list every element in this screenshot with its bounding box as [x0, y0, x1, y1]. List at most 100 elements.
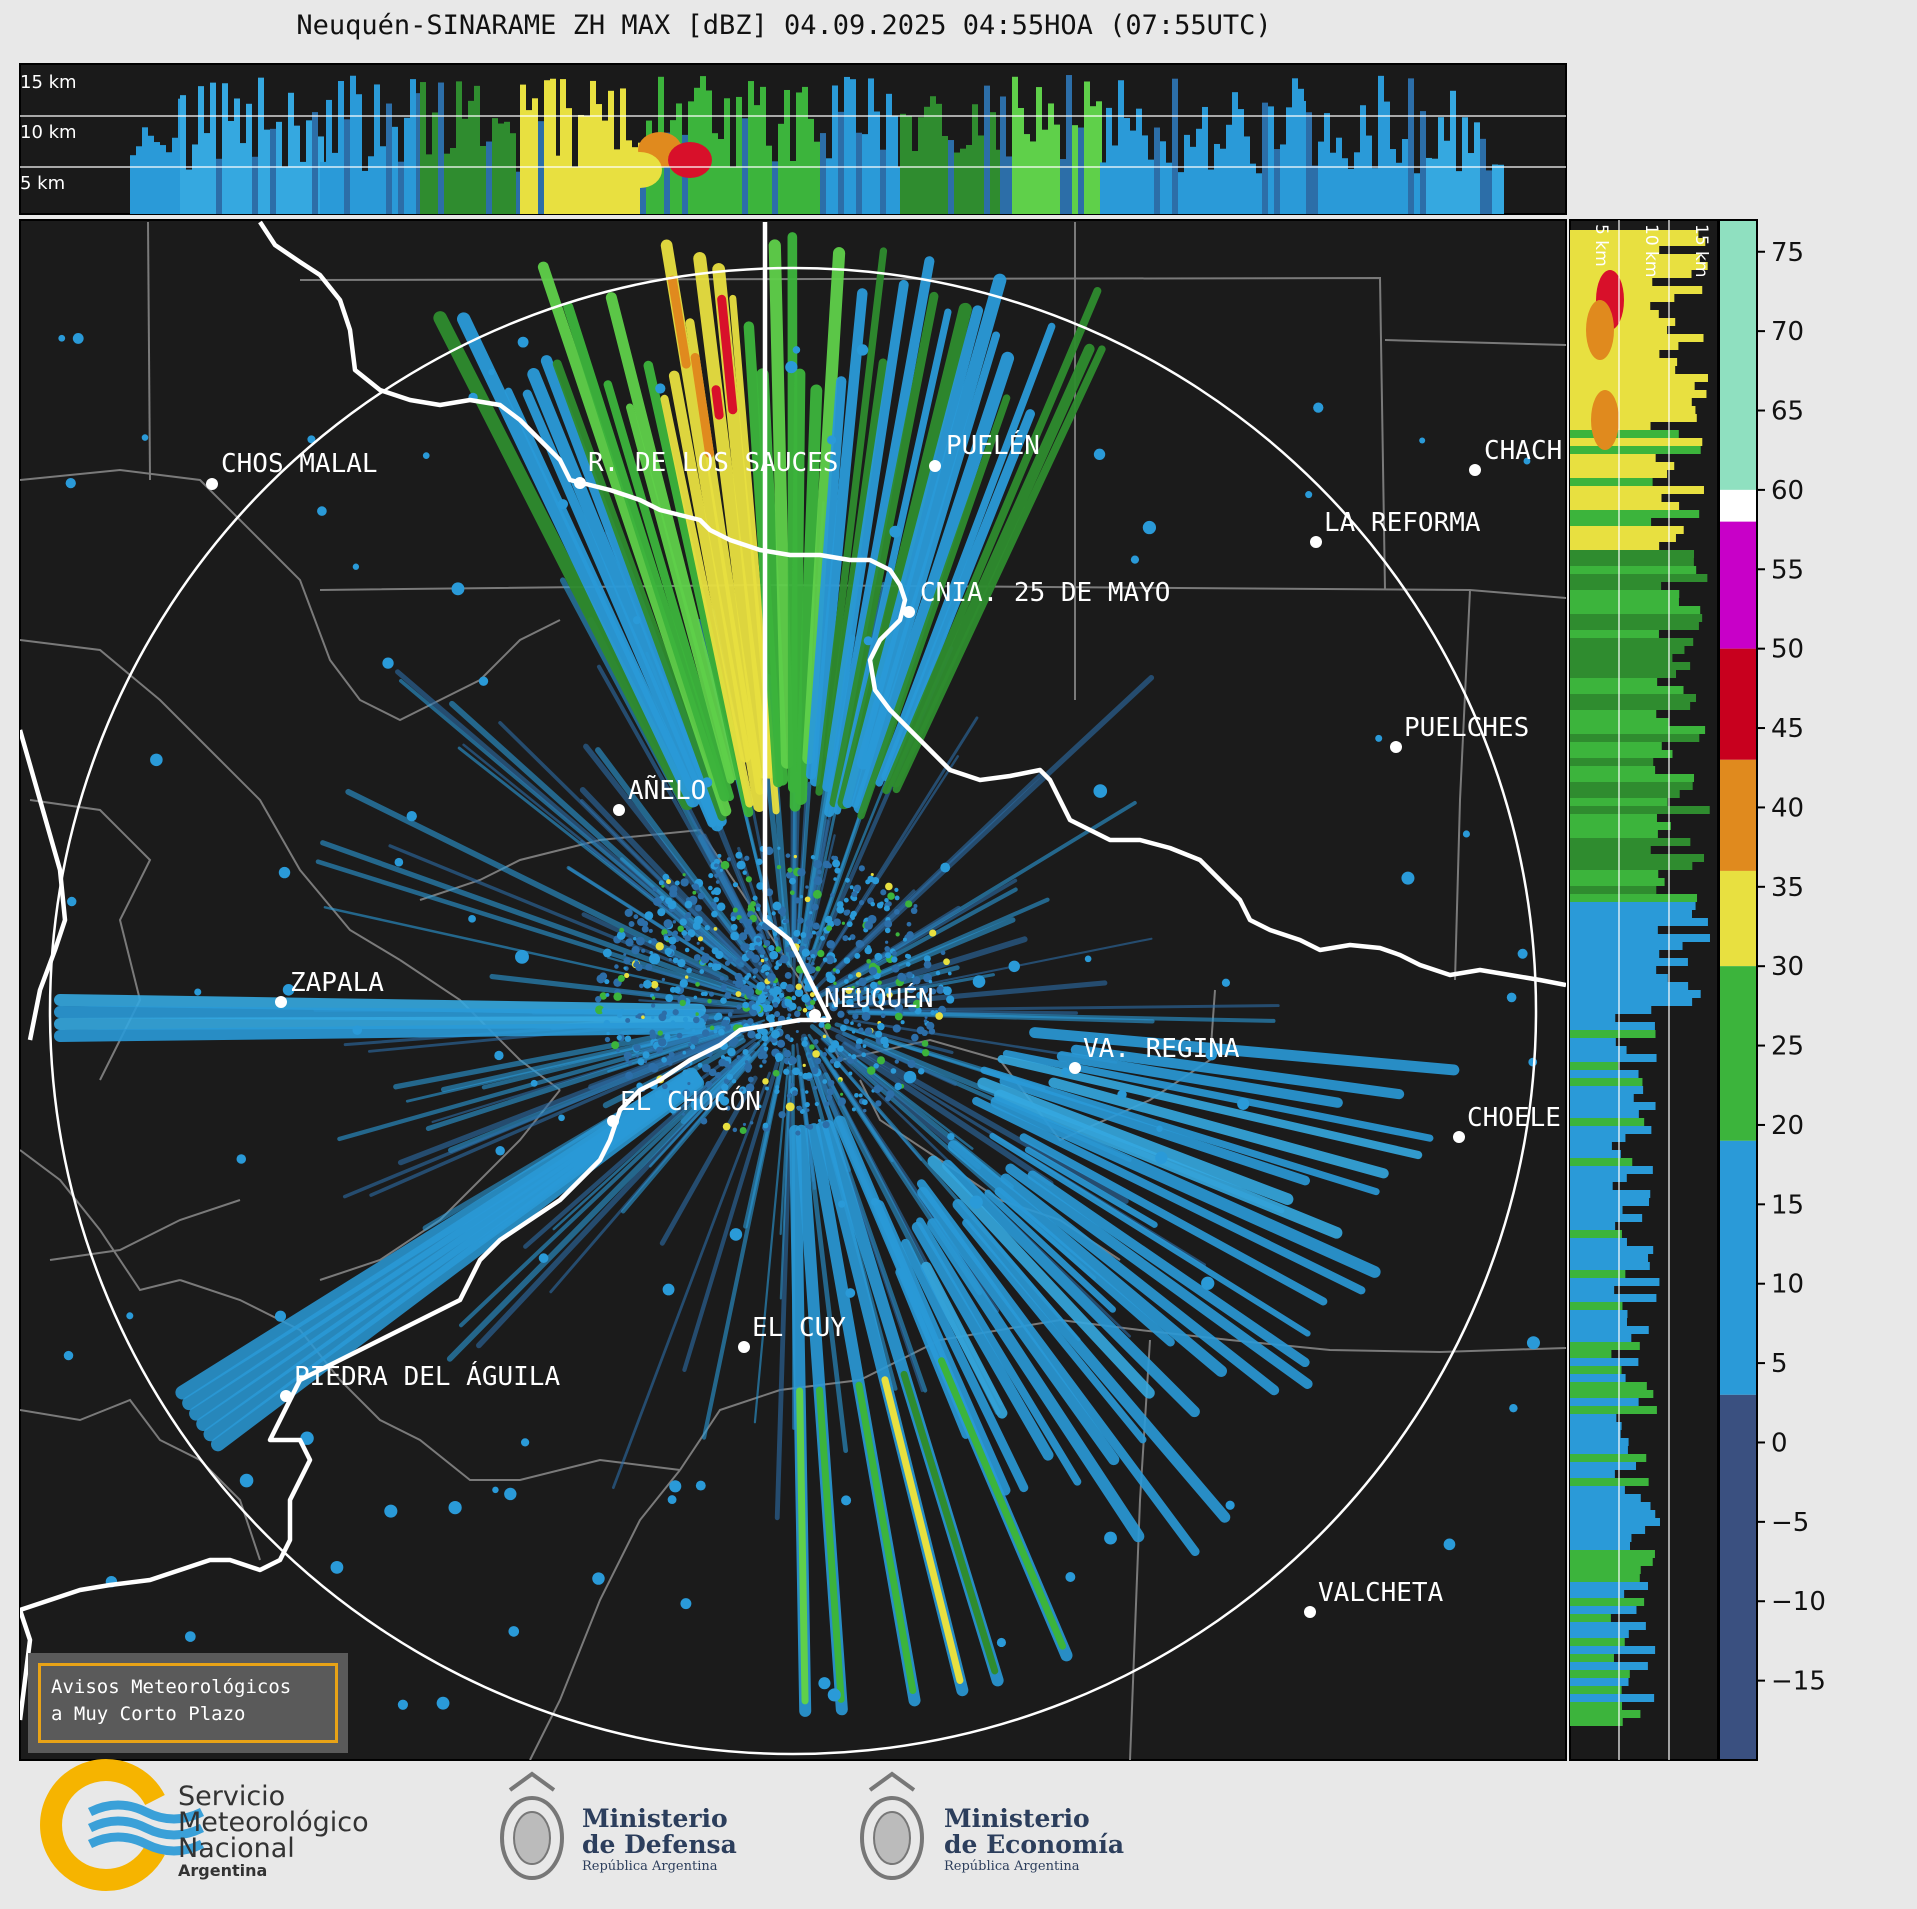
echo-cell — [717, 853, 722, 858]
echo-cell — [829, 991, 839, 1001]
echo-cell — [947, 1132, 955, 1141]
top-echo-column — [942, 135, 948, 214]
side-echo-row — [1570, 374, 1708, 382]
echo-ray — [848, 937, 1153, 1001]
echo-cell — [704, 925, 710, 931]
echo-cell — [857, 1023, 862, 1027]
side-echo-row — [1570, 622, 1699, 630]
echo-cell — [884, 987, 892, 994]
echo-cell — [858, 865, 865, 872]
echo-cell — [693, 954, 701, 962]
echo-ray — [882, 286, 1102, 795]
echo-cell — [735, 991, 742, 998]
echo-cell — [635, 1054, 639, 1058]
echo-cell — [744, 1060, 749, 1064]
smn-logo-text: Servicio Meteorológico Nacional Argentin… — [178, 1783, 369, 1880]
side-echo-row — [1570, 1550, 1655, 1558]
echo-cell — [126, 1312, 134, 1320]
city-label-villa-regina: VA. REGINA — [1083, 1034, 1240, 1064]
echo-cell — [72, 332, 84, 344]
city-dot-piedra-del-aguila — [280, 1390, 292, 1402]
top-echo-column — [584, 116, 590, 214]
echo-ray — [603, 380, 734, 802]
side-echo-row — [1570, 806, 1710, 814]
side-echo-row — [1570, 1006, 1652, 1014]
echo-cell — [873, 1085, 882, 1094]
echo-cell — [895, 932, 900, 937]
top-echo-column — [222, 83, 228, 214]
city-label-la-reforma: LA REFORMA — [1324, 508, 1481, 538]
side-echo-row — [1570, 1582, 1648, 1590]
top-echo-column — [1348, 168, 1354, 214]
top-echo-column — [1378, 75, 1384, 214]
top-echo-column — [1372, 168, 1378, 214]
echo-cell — [878, 999, 884, 1005]
top-echo-column — [456, 81, 462, 214]
echo-cell — [718, 1058, 727, 1067]
top-echo-column — [1072, 125, 1078, 214]
echo-cell — [652, 886, 658, 892]
echo-ray — [660, 394, 754, 808]
city-label-anelo: AÑELO — [628, 774, 706, 806]
side-echo-row — [1570, 614, 1703, 622]
echo-cell — [786, 1093, 792, 1099]
echo-cell — [827, 1079, 835, 1087]
notice-line-1: Avisos Meteorológicos — [51, 1676, 292, 1698]
echo-cell — [755, 1032, 762, 1040]
echo-cell — [827, 1688, 841, 1702]
echo-ray — [693, 252, 770, 779]
side-echo-row — [1570, 550, 1695, 558]
echo-cell — [756, 907, 761, 912]
side-echo-row — [1570, 1238, 1627, 1246]
echo-cell — [855, 993, 864, 1002]
echo-cell — [877, 1022, 885, 1031]
echo-cell — [827, 435, 837, 445]
echo-cell — [711, 890, 716, 895]
top-echo-column — [1084, 81, 1090, 214]
echo-cell — [876, 968, 882, 974]
echo-ray — [611, 1071, 771, 1490]
echo-cell — [669, 1480, 682, 1493]
top-echo-column — [924, 106, 930, 214]
echo-cell — [943, 958, 950, 966]
echo-cell — [825, 955, 835, 965]
echo-cell — [870, 872, 874, 877]
echo-cell — [645, 963, 653, 971]
echo-cell — [794, 897, 801, 904]
top-echo-column — [1274, 149, 1280, 214]
echo-cell — [851, 1054, 857, 1060]
echo-cell — [1221, 978, 1231, 987]
top-echo-column — [1054, 124, 1060, 214]
echo-cell — [803, 1036, 808, 1041]
echo-cell — [745, 1066, 752, 1073]
echo-cell — [752, 967, 759, 974]
top-echo-column — [960, 148, 966, 214]
top-echo-column — [954, 152, 960, 214]
top-echo-column — [172, 137, 178, 214]
side-echo-row — [1570, 1638, 1625, 1646]
echo-cell — [859, 899, 865, 906]
echo-cell — [766, 966, 771, 971]
echo-cell — [877, 993, 885, 1001]
echo-cell — [669, 1106, 677, 1114]
side-echo-row — [1570, 1398, 1639, 1406]
echo-cell — [397, 1699, 408, 1710]
city-label-valcheta: VALCHETA — [1318, 1578, 1444, 1608]
echo-cell — [824, 1101, 830, 1107]
echo-cell — [67, 896, 77, 907]
echo-cell — [785, 1102, 795, 1112]
echo-cell — [669, 885, 678, 894]
echo-ray — [682, 1051, 783, 1373]
echo-ray — [857, 394, 1011, 820]
top-echo-column — [766, 145, 772, 214]
echo-cell — [774, 1011, 781, 1018]
echo-cell — [765, 1012, 769, 1016]
echo-ray — [320, 840, 771, 1005]
echo-cell — [906, 921, 912, 927]
echo-cell — [692, 883, 700, 891]
side-echo-row — [1570, 750, 1673, 758]
echo-cell — [515, 949, 529, 964]
echo-ray — [54, 1022, 706, 1042]
city-label-el-cuy: EL CUY — [752, 1313, 846, 1343]
